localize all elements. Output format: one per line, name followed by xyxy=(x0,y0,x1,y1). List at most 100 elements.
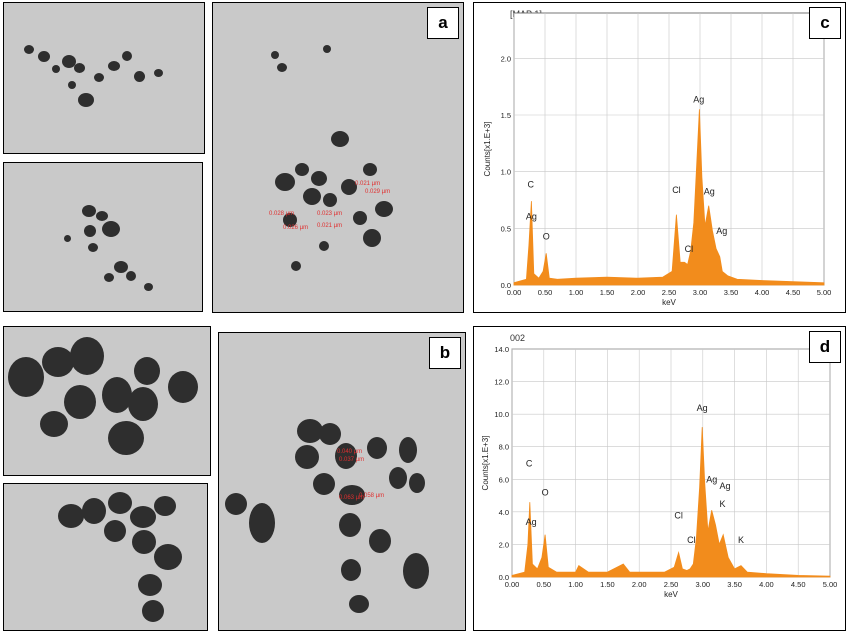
x-tick-label: 2.50 xyxy=(662,288,677,297)
nanoparticle xyxy=(363,163,377,176)
x-tick-label: 2.00 xyxy=(632,580,647,589)
nanoparticle xyxy=(70,337,104,375)
size-measurement-label: 0.037 µm xyxy=(339,457,365,463)
tem-image-b-large: 0.040 µm 0.037 µm 0.063 µm 0.058 µm b xyxy=(218,332,466,631)
eds-spectrum-c: [MAP 1] 0.000.501.001.502.002.503.003.50… xyxy=(473,2,846,313)
nanoparticle xyxy=(403,553,429,589)
nanoparticle xyxy=(303,188,321,205)
nanoparticle xyxy=(168,371,198,403)
nanoparticle xyxy=(134,357,160,385)
nanoparticle xyxy=(277,63,287,72)
peak-label: Ag xyxy=(697,403,708,413)
peak-label: C xyxy=(526,458,533,468)
eds-spectrum-d: 002 0.00 0.50 1.00 1.50 2.00 2.50 3.00 3.50 4.00… xyxy=(473,326,846,631)
peak-label: Ag xyxy=(526,211,537,221)
x-tick-label: 5.00 xyxy=(817,288,832,297)
nanoparticle xyxy=(108,61,120,71)
nanoparticle xyxy=(62,55,76,68)
x-tick-label: 0.50 xyxy=(536,580,551,589)
nanoparticle xyxy=(88,243,98,252)
panel-label-c: c xyxy=(809,7,841,39)
nanoparticle xyxy=(375,201,393,217)
y-tick-label: 8.0 xyxy=(499,443,509,452)
peak-label: Ag xyxy=(716,226,727,236)
nanoparticle xyxy=(409,473,425,493)
nanoparticle xyxy=(349,595,369,613)
size-measurement-label: 0.021 µm xyxy=(355,181,381,187)
x-tick-label: 4.00 xyxy=(759,580,774,589)
nanoparticle xyxy=(275,173,295,191)
nanoparticle xyxy=(82,205,96,217)
nanoparticle xyxy=(341,559,361,581)
y-tick-label: 0.5 xyxy=(501,224,511,233)
nanoparticle xyxy=(102,221,120,237)
nanoparticle xyxy=(104,273,114,282)
x-tick-label: 2.00 xyxy=(631,288,646,297)
x-tick-label: 0.50 xyxy=(538,288,553,297)
size-measurement-label: 0.058 µm xyxy=(359,493,385,499)
nanoparticle xyxy=(138,574,162,596)
nanoparticle xyxy=(128,387,158,421)
size-measurement-label: 0.028 µm xyxy=(269,211,295,217)
y-tick-label: 2.0 xyxy=(501,54,511,63)
nanoparticle xyxy=(144,283,153,291)
nanoparticle xyxy=(249,503,275,543)
x-tick-label: 4.50 xyxy=(791,580,806,589)
x-tick-label: 1.00 xyxy=(569,288,584,297)
size-measurement-label: 0.023 µm xyxy=(317,211,343,217)
peak-label: O xyxy=(542,488,549,498)
x-axis-label: keV xyxy=(664,590,678,599)
nanoparticle xyxy=(311,171,327,186)
nanoparticle xyxy=(134,71,145,82)
peak-label: Ag xyxy=(693,95,704,105)
y-tick-label: 4.0 xyxy=(499,508,509,517)
eds-chart-d: 0.00 0.50 1.00 1.50 2.00 2.50 3.00 3.50 4.00 4.50… xyxy=(481,345,838,599)
nanoparticle xyxy=(323,45,331,53)
nanoparticle xyxy=(319,423,341,445)
y-axis-label: Counts[x1.E+3] xyxy=(481,436,490,491)
nanoparticle xyxy=(313,473,335,495)
nanoparticle xyxy=(323,193,337,207)
y-axis-label: Counts[x1.E+3] xyxy=(483,122,492,177)
nanoparticle xyxy=(64,235,71,242)
nanoparticle xyxy=(8,357,44,397)
y-tick-label: 0.0 xyxy=(499,573,509,582)
nanoparticle xyxy=(339,485,365,505)
nanoparticle xyxy=(297,419,323,443)
peak-label: Cl xyxy=(685,244,694,254)
nanoparticle xyxy=(52,65,60,73)
peak-label: Ag xyxy=(706,475,717,485)
nanoparticle xyxy=(64,385,96,419)
y-tick-label: 2.0 xyxy=(499,540,509,549)
tem-image-b-bottom-left xyxy=(3,483,208,631)
nanoparticle xyxy=(104,520,126,542)
y-tick-label: 12.0 xyxy=(494,378,509,387)
nanoparticle xyxy=(58,504,84,528)
peak-label: Ag xyxy=(720,481,731,491)
nanoparticle xyxy=(82,498,106,524)
nanoparticle xyxy=(154,496,176,516)
nanoparticle xyxy=(271,51,279,59)
nanoparticle xyxy=(108,421,144,455)
nanoparticle xyxy=(94,73,104,82)
x-tick-label: 2.50 xyxy=(664,580,679,589)
size-measurement-label: 0.029 µm xyxy=(365,189,391,195)
x-tick-label: 4.50 xyxy=(786,288,801,297)
y-tick-label: 10.0 xyxy=(494,410,509,419)
x-tick-label: 3.00 xyxy=(695,580,710,589)
nanoparticle xyxy=(40,411,68,437)
nanoparticle xyxy=(331,131,349,147)
nanoparticle xyxy=(132,530,156,554)
peak-label: Cl xyxy=(672,185,681,195)
panel-label-d: d xyxy=(809,331,841,363)
x-tick-label: 3.50 xyxy=(724,288,739,297)
x-tick-label: 5.00 xyxy=(823,580,838,589)
nanoparticle xyxy=(38,51,50,62)
x-tick-label: 1.50 xyxy=(600,580,615,589)
x-tick-label: 0.00 xyxy=(507,288,522,297)
x-tick-label: 0.00 xyxy=(505,580,520,589)
eds-chart-c: 0.00 0.50 1.00 1.50 2.00 2.50 3.00 3.50 4.00 4.50… xyxy=(483,12,832,307)
nanoparticle xyxy=(283,213,297,227)
y-tick-label: 6.0 xyxy=(499,475,509,484)
nanoparticle xyxy=(363,229,381,247)
